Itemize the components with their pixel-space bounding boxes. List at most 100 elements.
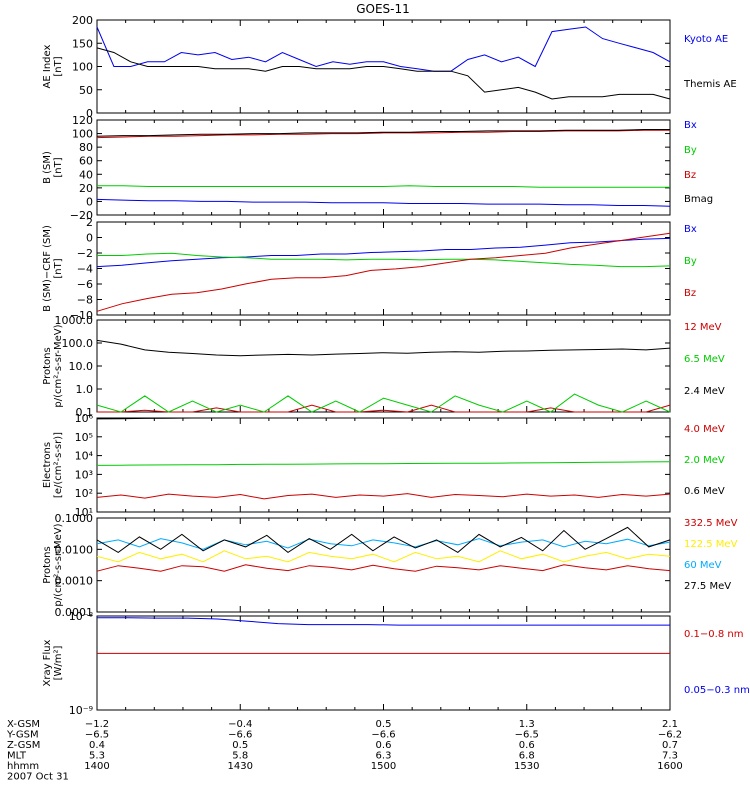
legend-label: 27.5 MeV — [684, 581, 731, 592]
x-axis-value: −6.6 — [371, 730, 395, 741]
x-axis-row-label: hhmm — [7, 761, 39, 772]
y-axis-label: [nT] — [53, 56, 64, 76]
legend-label: 2.0 MeV — [684, 455, 725, 466]
legend-label: 122.5 MeV — [684, 539, 738, 550]
legend-label: Bz — [684, 170, 696, 181]
x-axis-row-label: Z-GSM — [7, 740, 40, 751]
y-tick-label: 1000.0 — [55, 314, 94, 327]
legend-label: By — [684, 145, 697, 156]
y-tick-label: 10⁴ — [75, 450, 94, 463]
y-tick-label: 10² — [75, 487, 93, 500]
legend-label: 60 MeV — [684, 560, 722, 571]
legend-label: 0.1−0.8 nm — [684, 629, 743, 640]
y-tick-label: 60 — [79, 155, 93, 168]
x-axis-value: 1400 — [84, 761, 109, 772]
legend-label: Bz — [684, 288, 696, 299]
y-axis-label: [e/(cm²-s-sr)] — [53, 432, 64, 498]
x-axis-value: −6.5 — [85, 730, 109, 741]
y-axis-label: [nT] — [53, 258, 64, 278]
x-axis-value: 0.6 — [376, 740, 392, 751]
y-tick-label: 2 — [86, 216, 93, 229]
x-axis-value: 1500 — [371, 761, 396, 772]
series-line-2 — [97, 252, 671, 268]
x-axis-value: 1.3 — [519, 719, 535, 730]
series-line-2 — [97, 617, 670, 626]
y-tick-label: 0.0100 — [55, 543, 94, 556]
y-tick-label: 10⁻⁹ — [69, 704, 93, 717]
legend-label: Bx — [684, 120, 697, 131]
panel-frame — [96, 517, 671, 613]
legend-label: Bmag — [684, 194, 713, 205]
legend-label: 332.5 MeV — [684, 518, 738, 529]
x-axis-value: 0.4 — [89, 740, 105, 751]
series-line-1 — [96, 237, 671, 268]
y-tick-label: 10⁻⁸ — [69, 610, 94, 623]
x-axis-value: 7.3 — [662, 751, 678, 762]
y-tick-label: 100.0 — [62, 337, 94, 350]
y-tick-label: 0.0010 — [55, 575, 94, 588]
x-axis-value: 0.5 — [376, 719, 392, 730]
series-line-1 — [96, 198, 671, 207]
plot-title: GOES-11 — [356, 2, 410, 16]
y-axis-label: Protons — [42, 347, 53, 384]
y-tick-label: −8 — [77, 294, 93, 307]
series-line-3 — [96, 417, 670, 420]
y-tick-label: 10¹ — [75, 506, 93, 519]
legend-label: 2.4 MeV — [684, 386, 725, 397]
series-line-1 — [97, 404, 671, 413]
series-line-1 — [96, 493, 671, 500]
x-axis-table: X-GSM −1.2 −0.4 0.5 1.3 2.1 Y-GSM −6.5 −6.6 −6.6 −… — [6, 719, 683, 783]
panel-6: 0.1000 0.0100 0.0010 0.0001 Protons p/(cm²-s-… — [42, 512, 738, 619]
y-tick-label: 20 — [79, 182, 93, 195]
y-tick-label: 10³ — [75, 468, 93, 481]
legend-label: 4.0 MeV — [684, 424, 725, 435]
x-axis-value: 1530 — [514, 761, 539, 772]
x-axis-value: 6.8 — [519, 751, 535, 762]
x-axis-value: 6.3 — [376, 751, 392, 762]
x-axis-row-label: X-GSM — [7, 719, 40, 730]
panel-3: 2 0 −2 −4 −6 −8 −10 B (SM)−CRF (SM) [nT] Bx By Bz — [42, 216, 697, 322]
x-axis-value: 5.8 — [232, 751, 248, 762]
x-axis-value: −6.2 — [658, 730, 682, 741]
y-tick-label: 10⁵ — [75, 431, 93, 444]
y-tick-label: 0.0001 — [55, 606, 94, 619]
series-line-3 — [96, 339, 671, 357]
y-axis-label: [nT] — [53, 157, 64, 177]
x-axis-row-label: MLT — [7, 751, 27, 762]
y-axis-label: [W/m²] — [53, 645, 64, 680]
series-line-4 — [96, 129, 670, 137]
y-tick-label: 0.1000 — [55, 512, 94, 525]
y-axis-label: Protons — [42, 546, 53, 583]
y-axis-label: p/(cm²-s-sr-MeV) — [53, 523, 64, 606]
series-line-2 — [96, 47, 671, 100]
series-line-3 — [96, 538, 671, 550]
x-axis-value: 0.7 — [662, 740, 678, 751]
y-axis-label: AE Index — [42, 44, 53, 88]
y-tick-label: −6 — [77, 278, 93, 291]
series-line-2 — [96, 550, 671, 563]
y-axis-label: B (SM)−CRF (SM) — [42, 225, 53, 312]
panel-5: 10⁶ 10⁵ 10⁴ 10³ 10² 10¹ Electrons [e/(cm²-s-sr)… — [42, 412, 725, 519]
series-line-3 — [96, 232, 671, 312]
series-line-1 — [96, 26, 671, 72]
y-tick-label: 120 — [72, 114, 93, 127]
series-line-2 — [96, 393, 671, 413]
y-tick-label: −20 — [70, 209, 93, 222]
legend-label: 12 MeV — [684, 322, 722, 333]
legend-label: 0.6 MeV — [684, 486, 725, 497]
y-axis-label: Xray Flux — [42, 639, 53, 686]
y-tick-label: −4 — [77, 263, 93, 276]
legend-label: Bx — [684, 224, 697, 235]
y-tick-label: 200 — [72, 14, 93, 27]
x-axis-value: −6.5 — [515, 730, 539, 741]
legend-label: Kyoto AE — [684, 34, 728, 45]
panel-1: 200 150 100 50 0 AE Index [nT] Kyoto AE Themis A… — [42, 14, 737, 120]
panel-frame — [96, 615, 671, 711]
x-axis-value: 2.1 — [662, 719, 678, 730]
panel-frame — [96, 221, 671, 316]
series-line-2 — [97, 185, 670, 188]
y-tick-label: 100 — [72, 128, 93, 141]
x-axis-row-label: Y-GSM — [6, 730, 39, 741]
y-axis-label: p/(cm²-s-sr-MeV) — [53, 324, 64, 407]
